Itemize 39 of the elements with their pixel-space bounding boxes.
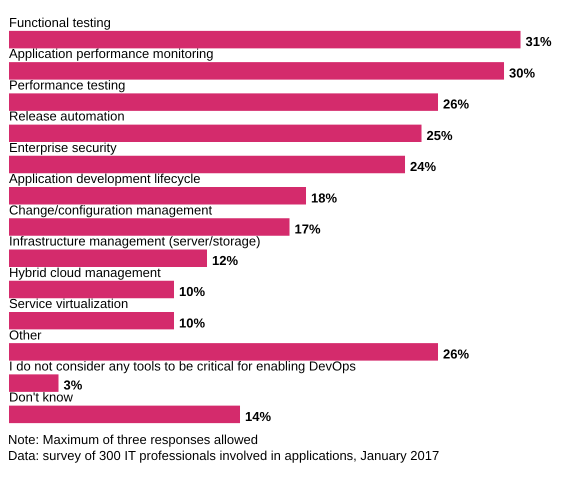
data-label: 24% [410,159,436,174]
bar [9,218,290,236]
y-tick-label: I do not consider any tools to be critical for enabling DevOps [9,358,356,374]
y-tick-label: Release automation [9,108,125,124]
text: Note: Maximum of three responses allowed [8,432,260,448]
y-tick-label: Infrastructure management (server/storage) [9,234,260,249]
data-label: 26% [443,346,470,362]
bar [9,156,406,174]
data-label: 12% [212,252,238,268]
y-tick-label: Hybrid cloud management [9,264,162,280]
bar [9,374,58,392]
data-label: 10% [179,315,206,330]
bar [9,124,422,142]
y-tick-label: Other [9,327,42,342]
data-label: 30% [509,65,536,80]
y-tick-label: Enterprise security [9,140,118,155]
y-tick-label: Application performance monitoring [9,46,214,62]
data-label: 18% [311,190,338,206]
y-tick-label: Performance testing [9,77,126,92]
data-label: 10% [179,284,206,300]
bar [9,406,240,424]
bar [9,249,208,267]
data-label: 14% [245,408,272,424]
bar [9,30,521,48]
data-label: 26% [443,96,470,112]
data-label: 17% [294,222,321,237]
y-tick-label: Service virtualization [9,296,128,312]
bar [9,62,504,80]
bar [9,187,306,205]
text: Data: survey of 300 IT professionals involved in applications, January 2017 [8,448,440,464]
bar [9,312,174,330]
data-label: 31% [526,34,552,50]
bar [9,343,438,361]
y-tick-label: Functional testing [9,14,111,30]
y-tick-label: Change/configuration management [9,202,212,218]
bar [9,93,438,111]
data-label: 25% [426,128,453,143]
bar [9,280,174,298]
y-tick-label: Application development lifecycle [9,171,200,186]
